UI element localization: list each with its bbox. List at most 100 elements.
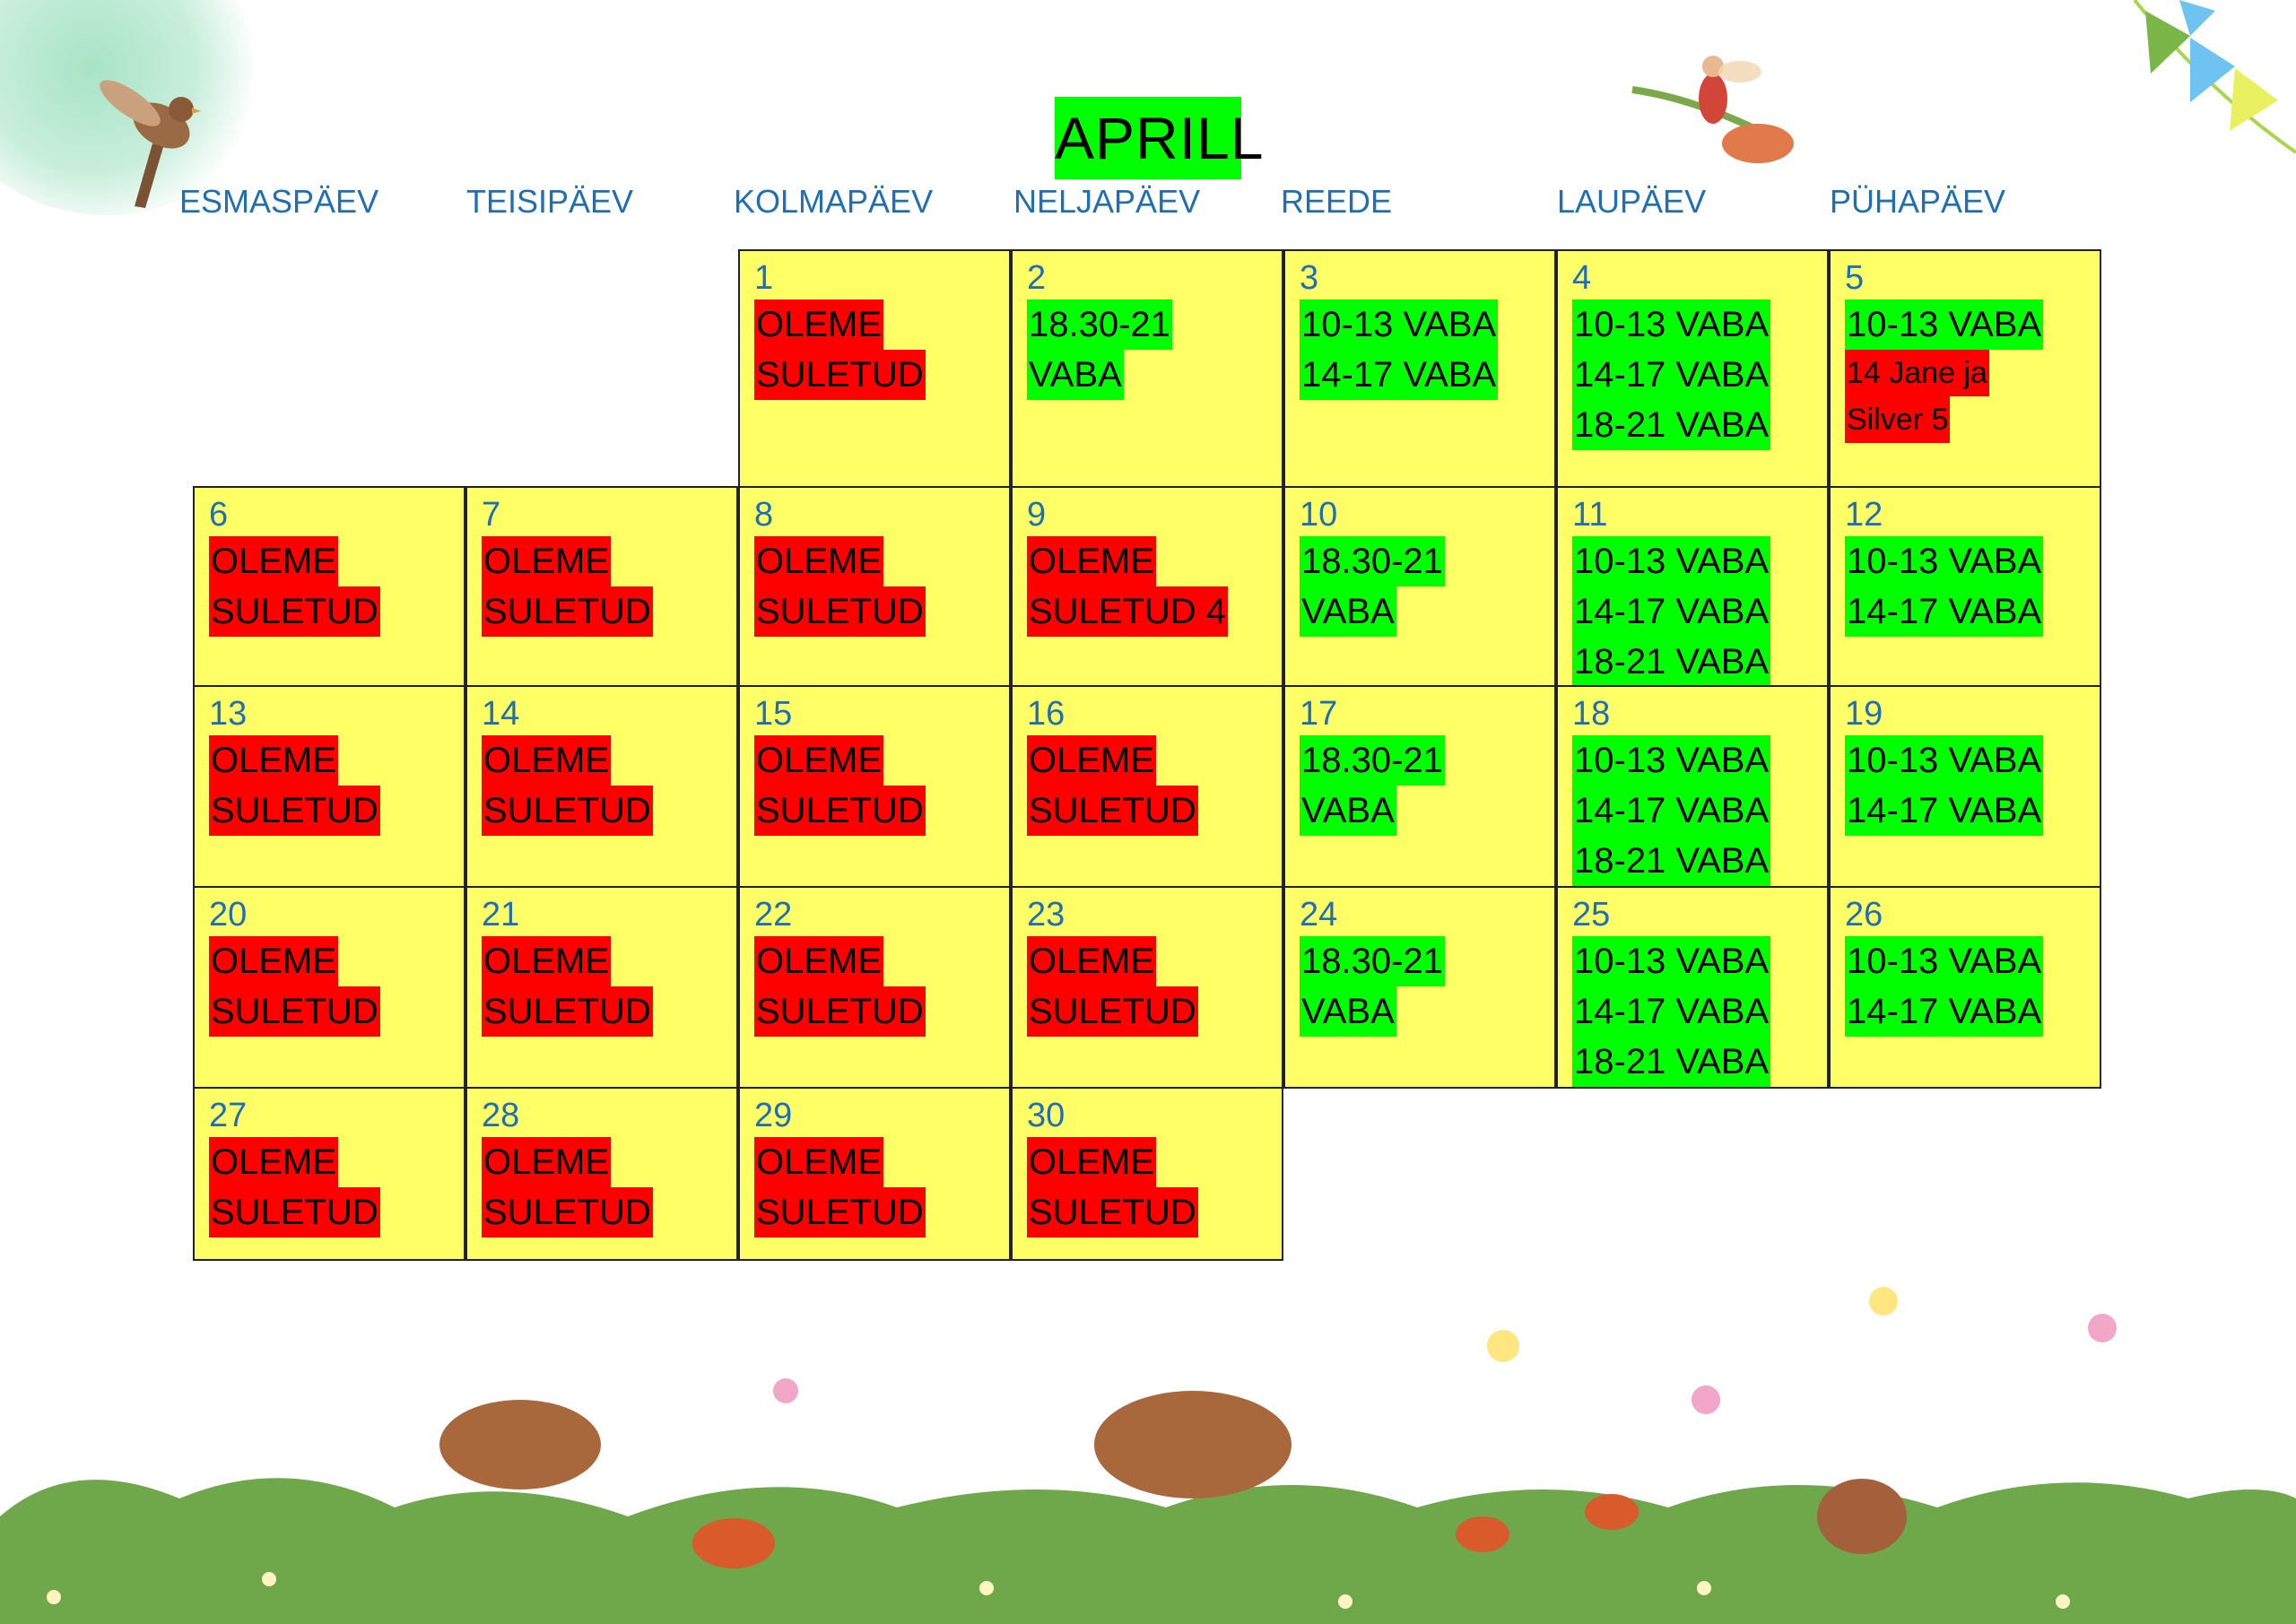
day-number: 14 [482, 695, 520, 733]
available-slot: VABA [1300, 586, 1396, 637]
available-slot: VABA [1027, 350, 1124, 400]
closed-label: OLEME [754, 735, 884, 786]
month-title: APRILL [1055, 97, 1263, 179]
closed-label: SULETUD [1027, 986, 1198, 1037]
closed-label: SULETUD [209, 586, 380, 637]
available-slot: 18-21 VABA [1572, 637, 1771, 687]
day-number: 30 [1027, 1097, 1065, 1134]
closed-label: OLEME [209, 936, 339, 986]
day-cell: 2 18.30-21 VABA [1011, 249, 1283, 488]
day-number: 20 [209, 896, 248, 934]
day-cell: 21 OLEME SULETUD [465, 886, 738, 1089]
day-cell: 4 10-13 VABA 14-17 VABA 18-21 VABA [1556, 249, 1829, 488]
day-cell: 30 OLEME SULETUD [1011, 1087, 1283, 1261]
available-slot: 18-21 VABA [1572, 836, 1771, 886]
available-slot: 14-17 VABA [1845, 986, 2044, 1037]
day-number: 22 [754, 896, 793, 934]
day-number: 1 [754, 259, 774, 297]
available-slot: 14-17 VABA [1572, 586, 1771, 637]
day-cell: 23 OLEME SULETUD [1011, 886, 1283, 1089]
day-number: 10 [1300, 496, 1338, 534]
day-number: 5 [1845, 259, 1865, 297]
closed-label: OLEME [1027, 1137, 1157, 1187]
day-number: 19 [1845, 695, 1883, 733]
weekday-friday: REEDE [1281, 183, 1393, 220]
day-cell: 12 10-13 VABA 14-17 VABA [1829, 486, 2101, 687]
day-cell: 27 OLEME SULETUD [193, 1087, 465, 1261]
closed-label: OLEME [754, 1137, 884, 1187]
closed-label: 14 Jane ja [1845, 350, 1989, 396]
day-cell: 11 10-13 VABA 14-17 VABA 18-21 VABA [1556, 486, 1829, 687]
available-slot: 10-13 VABA [1572, 300, 1771, 350]
day-number: 15 [754, 695, 793, 733]
day-number: 21 [482, 896, 520, 934]
weekday-sunday: PÜHAPÄEV [1830, 183, 2006, 220]
closed-label: OLEME [482, 1137, 612, 1187]
available-slot: 14-17 VABA [1845, 786, 2044, 836]
available-slot: 14-17 VABA [1572, 986, 1771, 1037]
available-slot: 10-13 VABA [1845, 936, 2044, 986]
day-number: 16 [1027, 695, 1065, 733]
available-slot: VABA [1300, 786, 1396, 836]
weekday-monday: ESMASPÄEV [179, 183, 379, 220]
day-number: 4 [1572, 259, 1592, 297]
closed-label: OLEME [209, 536, 339, 586]
day-cell: 15 OLEME SULETUD [738, 685, 1011, 888]
available-slot: 10-13 VABA [1845, 536, 2044, 586]
closed-label: OLEME [1027, 735, 1157, 786]
day-number: 24 [1300, 896, 1338, 934]
closed-label: SULETUD [482, 786, 653, 836]
weekday-header: ESMASPÄEV TEISIPÄEV KOLMAPÄEV NELJAPÄEV … [0, 179, 2296, 224]
day-cell: 28 OLEME SULETUD [465, 1087, 738, 1261]
closed-label: SULETUD [754, 350, 926, 400]
day-number: 23 [1027, 896, 1065, 934]
day-number: 18 [1572, 695, 1611, 733]
day-number: 2 [1027, 259, 1047, 297]
closed-label: OLEME [1027, 936, 1157, 986]
day-cell: 13 OLEME SULETUD [193, 685, 465, 888]
closed-label: SULETUD [754, 586, 926, 637]
closed-label: SULETUD [1027, 1187, 1198, 1238]
available-slot: 10-13 VABA [1572, 735, 1771, 786]
day-number: 13 [209, 695, 248, 733]
closed-label: OLEME [482, 936, 612, 986]
available-slot: 14-17 VABA [1572, 786, 1771, 836]
available-slot: 10-13 VABA [1845, 300, 2044, 350]
weekday-saturday: LAUPÄEV [1557, 183, 1707, 220]
closed-label: SULETUD [754, 786, 926, 836]
closed-label: OLEME [1027, 536, 1157, 586]
available-slot: 10-13 VABA [1572, 936, 1771, 986]
day-number: 6 [209, 496, 229, 534]
day-number: 26 [1845, 896, 1883, 934]
closed-label: SULETUD [754, 1187, 926, 1238]
day-number: 7 [482, 496, 501, 534]
day-number: 8 [754, 496, 774, 534]
available-slot: 14-17 VABA [1845, 586, 2044, 637]
closed-label: SULETUD [209, 786, 380, 836]
closed-label: SULETUD [754, 986, 926, 1037]
day-cell: 22 OLEME SULETUD [738, 886, 1011, 1089]
weekday-tuesday: TEISIPÄEV [466, 183, 634, 220]
day-cell: 25 10-13 VABA 14-17 VABA 18-21 VABA [1556, 886, 1829, 1089]
closed-label: SULETUD [482, 1187, 653, 1238]
day-cell: 1 OLEME SULETUD [738, 249, 1011, 488]
day-number: 28 [482, 1097, 520, 1134]
day-cell: 24 18.30-21 VABA [1283, 886, 1556, 1089]
day-cell: 7 OLEME SULETUD [465, 486, 738, 687]
day-number: 9 [1027, 496, 1047, 534]
closed-label: OLEME [754, 936, 884, 986]
available-slot: 10-13 VABA [1572, 536, 1771, 586]
closed-label: SULETUD [482, 586, 653, 637]
available-slot: 18-21 VABA [1572, 400, 1771, 450]
weekday-thursday: NELJAPÄEV [1013, 183, 1201, 220]
day-cell: 20 OLEME SULETUD [193, 886, 465, 1089]
day-cell: 9 OLEME SULETUD 4 [1011, 486, 1283, 687]
day-cell: 19 10-13 VABA 14-17 VABA [1829, 685, 2101, 888]
available-slot: 18-21 VABA [1572, 1037, 1771, 1087]
available-slot: 18.30-21 [1300, 936, 1445, 986]
available-slot: 18.30-21 [1027, 300, 1172, 350]
closed-label: OLEME [209, 1137, 339, 1187]
closed-label: OLEME [754, 536, 884, 586]
fairy-illustration [1631, 56, 1794, 163]
